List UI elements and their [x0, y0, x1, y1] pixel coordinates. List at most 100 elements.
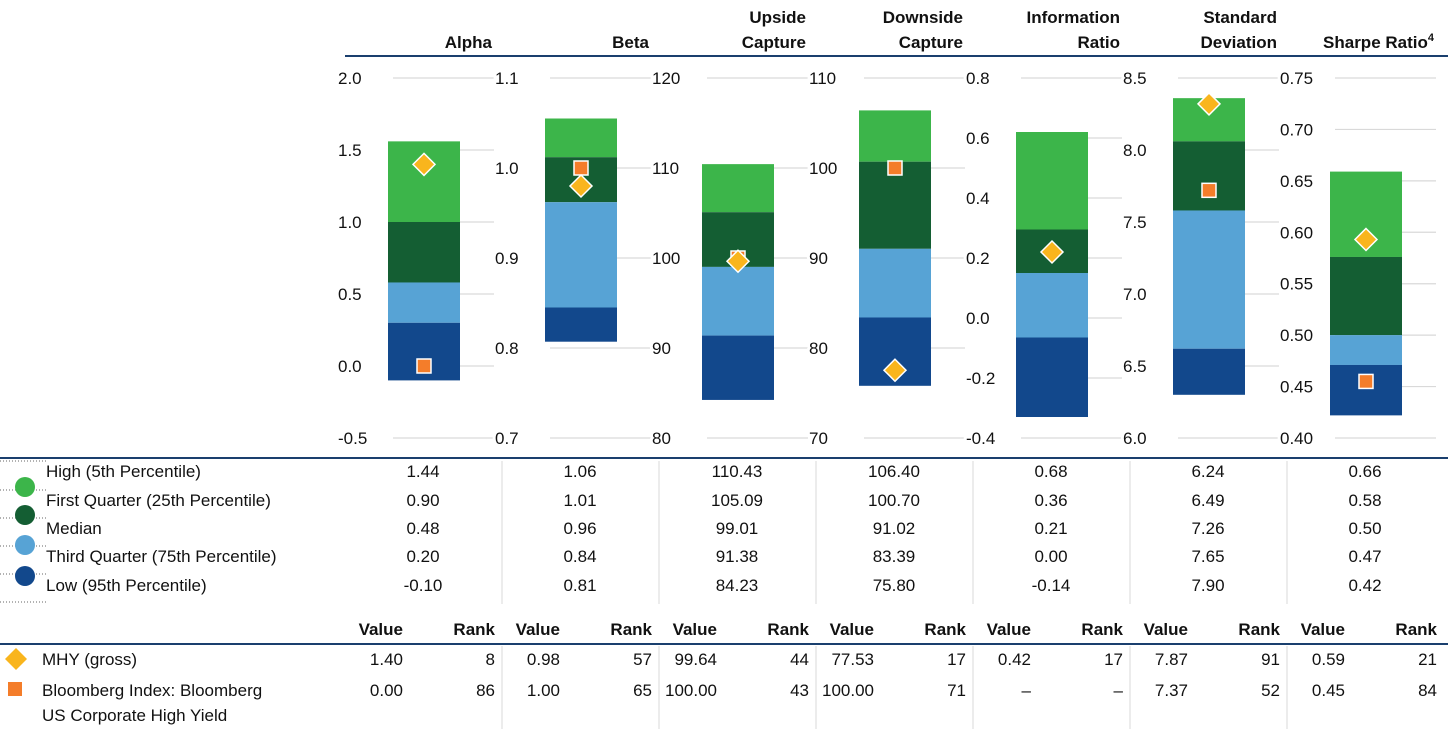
- tick-label: 0.6: [966, 129, 990, 148]
- metric-panel-5: Standard Deviation 8.5 8.0 7.5 7.0 6.5 6.0: [1120, 8, 1279, 451]
- metric-title: Alpha: [445, 33, 493, 52]
- percentile-cell: 0.50: [1348, 519, 1381, 538]
- percentile-cell: 1.06: [563, 462, 596, 481]
- bar-segment-third-quarter: [1173, 348, 1245, 395]
- series-value-cell: 0.42: [998, 650, 1031, 669]
- tick-label: 0.0: [966, 309, 990, 328]
- percentile-cell: 0.47: [1348, 547, 1381, 566]
- percentile-row-label: Median: [46, 519, 102, 538]
- value-header: Value: [1144, 620, 1188, 639]
- bar-segment-median: [388, 282, 460, 323]
- series-value-cell: 1.00: [527, 681, 560, 700]
- metric-title-line2: Ratio: [1078, 33, 1121, 52]
- tick-label: 7.5: [1123, 213, 1147, 232]
- rank-header: Rank: [1081, 620, 1123, 639]
- series-value-cell: 7.87: [1155, 650, 1188, 669]
- rank-header: Rank: [453, 620, 495, 639]
- tick-label: 100: [809, 159, 837, 178]
- series-value-cell: 100.00: [822, 681, 874, 700]
- series-rank-cell: 43: [790, 681, 809, 700]
- percentile-cell: 7.26: [1191, 519, 1224, 538]
- tick-label: 0.0: [338, 357, 362, 376]
- value-header: Value: [673, 620, 717, 639]
- metric-title-line1: Upside: [749, 8, 806, 27]
- series-rank-cell: –: [1114, 681, 1124, 700]
- rank-header: Rank: [1395, 620, 1437, 639]
- percentile-cell: 0.96: [563, 519, 596, 538]
- series-rank-cell: 57: [633, 650, 652, 669]
- mhy-marker-diamond: [411, 152, 437, 177]
- bar-segment-high: [1016, 132, 1088, 230]
- metric-title-line1: Downside: [883, 8, 963, 27]
- index-marker-square: [1358, 373, 1374, 390]
- tick-label: 0.70: [1280, 120, 1313, 139]
- series-value-cell: 0.98: [527, 650, 560, 669]
- percentile-cell: 110.43: [712, 462, 763, 481]
- percentile-cell: 0.00: [1034, 547, 1067, 566]
- value-header: Value: [359, 620, 403, 639]
- bar-segment-first-quarter: [859, 161, 931, 249]
- percentile-cell: -0.14: [1032, 576, 1071, 595]
- series-value-cell: 1.40: [370, 650, 403, 669]
- bar-segment-first-quarter: [1173, 141, 1245, 211]
- bar-segment-first-quarter: [1330, 256, 1402, 336]
- tick-label: 6.0: [1123, 429, 1147, 448]
- metric-title: Beta: [612, 33, 649, 52]
- value-header: Value: [1301, 620, 1345, 639]
- percentile-cell: 0.90: [406, 491, 439, 510]
- mhy-marker-diamond: [1196, 91, 1222, 116]
- series-value-cell: 0.00: [370, 681, 403, 700]
- metric-title-superscript: 4: [1428, 32, 1435, 44]
- bar-segment-third-quarter: [1016, 337, 1088, 417]
- bar-segment-first-quarter: [388, 222, 460, 283]
- percentile-cell: 1.44: [406, 462, 439, 481]
- metric-panel-0: Alpha 2.0 1.5 1.0 0.5 0.0 -0.5: [335, 33, 494, 451]
- percentile-cell: 0.48: [406, 519, 439, 538]
- bar-segment-median: [859, 248, 931, 318]
- bar-segment-high: [859, 110, 931, 162]
- tick-label: 100: [652, 249, 680, 268]
- bar-segment-third-quarter: [1330, 364, 1402, 416]
- series-value-cell: 77.53: [831, 650, 874, 669]
- tick-label: 0.50: [1280, 326, 1313, 345]
- series-rank-cell: 71: [947, 681, 966, 700]
- tick-label: 2.0: [338, 69, 362, 88]
- percentile-cell: 91.02: [873, 519, 916, 538]
- tick-label: 6.5: [1123, 357, 1147, 376]
- percentile-cell: 1.01: [563, 491, 596, 510]
- tick-label: 0.60: [1280, 223, 1313, 242]
- bar-segment-median: [1016, 273, 1088, 338]
- bar-segment-third-quarter: [545, 307, 617, 342]
- percentile-cell: 0.81: [563, 576, 596, 595]
- tick-label: 90: [652, 339, 671, 358]
- value-header: Value: [516, 620, 560, 639]
- metric-title-line2: Capture: [899, 33, 963, 52]
- tick-label: 0.75: [1280, 69, 1313, 88]
- percentile-row-label: First Quarter (25th Percentile): [46, 491, 271, 510]
- tick-label: 110: [652, 159, 679, 178]
- rank-header: Rank: [924, 620, 966, 639]
- metric-title-line1: Information: [1027, 8, 1121, 27]
- tick-label: -0.2: [966, 369, 995, 388]
- percentile-cell: 106.40: [868, 462, 920, 481]
- tick-label: 0.9: [495, 249, 519, 268]
- mhy-marker-diamond: [882, 358, 908, 383]
- rank-header: Rank: [1238, 620, 1280, 639]
- series-label-index-line1: Bloomberg Index: Bloomberg: [42, 681, 262, 700]
- metric-panel-4: Information Ratio 0.8 0.6 0.4 0.2 0.0 -0.2 -0.4: [963, 8, 1122, 451]
- index-marker-square: [416, 358, 432, 374]
- tick-label: 0.55: [1280, 275, 1313, 294]
- tick-label: 1.0: [495, 159, 519, 178]
- tick-label: 7.0: [1123, 285, 1147, 304]
- series-rank-cell: 17: [947, 650, 966, 669]
- tick-label: 80: [809, 339, 828, 358]
- mhy-marker-diamond: [1039, 239, 1065, 265]
- tick-label: 120: [652, 69, 680, 88]
- mhy-marker-diamond: [1353, 227, 1379, 252]
- percentile-row-label: High (5th Percentile): [46, 462, 201, 481]
- series-value-cell: 0.45: [1312, 681, 1345, 700]
- series-label-mhy: MHY (gross): [42, 650, 137, 669]
- percentile-cell: 6.24: [1191, 462, 1224, 481]
- series-rank-cell: 52: [1261, 681, 1280, 700]
- tick-label: 90: [809, 249, 828, 268]
